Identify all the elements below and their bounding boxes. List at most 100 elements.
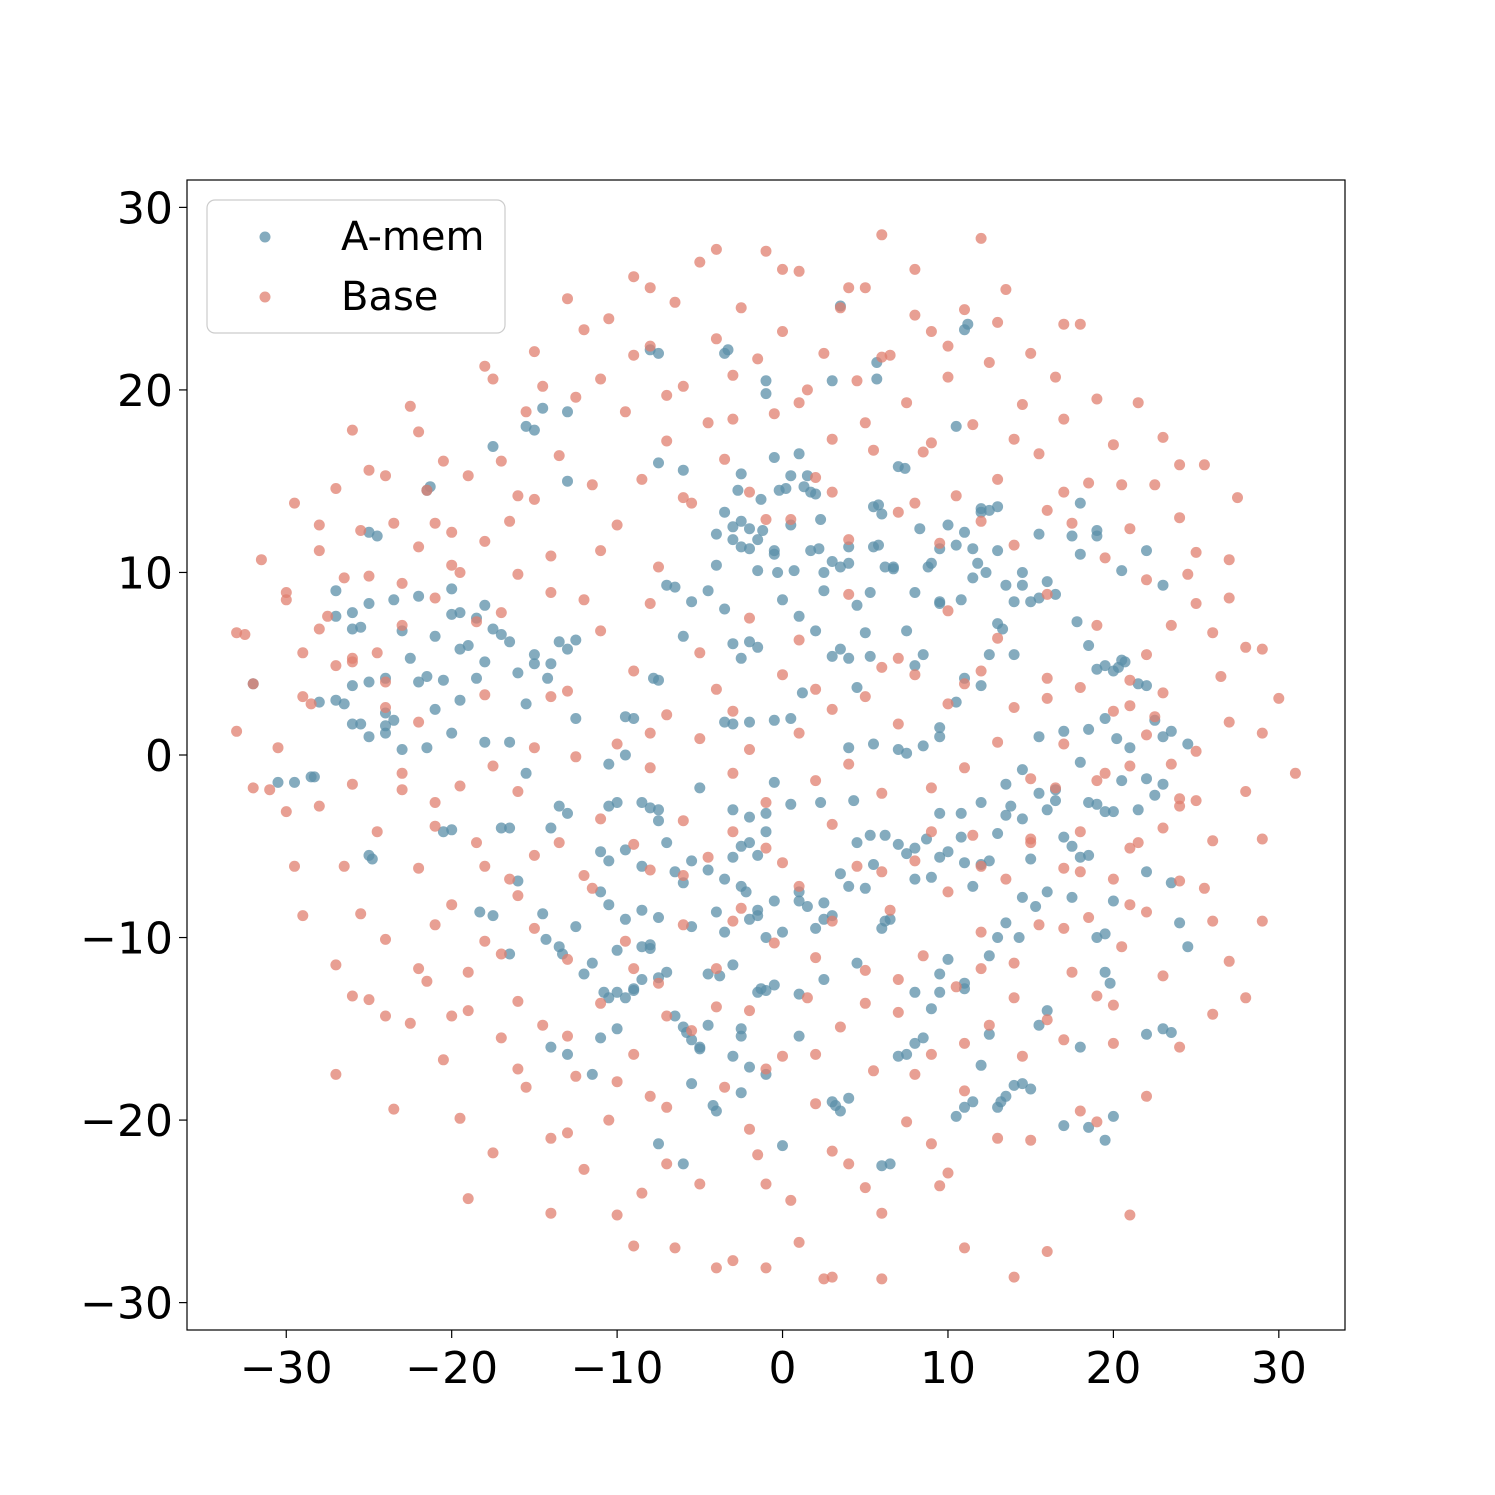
point-base-169 [851,860,863,872]
point-base-418 [760,514,772,525]
point-a-mem-78 [421,742,433,754]
point-a-mem-430 [843,557,855,569]
point-a-mem-437 [752,565,764,577]
point-base-114 [1190,546,1202,558]
point-a-mem-440 [755,493,767,505]
point-a-mem-435 [887,563,899,575]
point-base-87 [967,419,979,431]
legend: A-mem Base [206,199,506,334]
point-base-91 [1000,284,1012,295]
point-base-305 [1091,619,1103,631]
point-a-mem-65 [421,671,433,682]
point-base-264 [793,727,805,739]
point-a-mem-398 [980,567,992,578]
point-base-174 [810,1098,822,1110]
point-a-mem-253 [740,886,752,898]
point-a-mem-451 [899,462,911,474]
point-base-53 [686,497,698,509]
point-a-mem-158 [1008,1079,1020,1091]
point-a-mem-148 [917,1032,929,1044]
point-base-34 [528,493,540,505]
point-base-63 [768,408,780,420]
point-a-mem-94 [537,908,549,920]
point-base-284 [1124,674,1136,686]
point-base-55 [702,417,714,429]
point-a-mem-84 [520,767,532,779]
point-a-mem-357 [512,667,524,679]
point-base-122 [1273,692,1285,704]
point-base-131 [1165,758,1177,770]
point-base-22 [429,592,441,604]
point-a-mem-382 [975,506,987,518]
point-a-mem-170 [1165,1027,1177,1038]
point-a-mem-311 [636,941,648,953]
point-a-mem-456 [732,484,744,496]
point-base-138 [1107,873,1119,885]
point-base-340 [1207,915,1219,927]
point-a-mem-215 [950,696,962,708]
point-base-272 [925,782,937,794]
point-a-mem-462 [768,545,780,557]
point-a-mem-68 [454,694,466,706]
point-base-379 [661,1158,673,1170]
point-base-103 [1099,552,1111,564]
point-a-mem-371 [818,585,830,597]
point-a-mem-54 [562,643,573,655]
point-a-mem-153 [975,1059,987,1071]
point-base-225 [388,1103,400,1115]
point-a-mem-274 [967,880,979,892]
point-a-mem-104 [619,992,631,1004]
point-base-208 [528,922,540,934]
point-base-407 [644,727,656,739]
point-base-104 [1107,439,1119,451]
point-a-mem-359 [542,672,554,684]
point-base-339 [1174,875,1186,887]
point-a-mem-233 [636,797,648,808]
point-base-393 [1107,1037,1119,1049]
point-base-160 [925,1048,937,1060]
point-a-mem-356 [487,623,499,635]
point-a-mem-146 [901,1048,913,1060]
point-base-52 [677,380,689,392]
point-base-378 [562,1127,573,1139]
point-base-233 [313,800,325,812]
point-base-123 [1289,767,1301,779]
point-a-mem-236 [595,846,607,858]
point-base-213 [487,1147,499,1159]
point-a-mem-399 [1000,579,1012,591]
point-a-mem-342 [1111,733,1123,745]
point-a-mem-240 [653,815,664,827]
point-base-246 [454,780,466,792]
point-a-mem-193 [1182,738,1194,750]
point-a-mem-4 [388,594,400,606]
point-a-mem-463 [702,585,714,597]
point-base-49 [653,561,664,573]
point-a-mem-250 [752,849,764,861]
point-a-mem-309 [694,1043,706,1055]
point-base-228 [363,994,375,1006]
point-base-385 [1141,1090,1152,1102]
point-base-175 [801,992,813,1004]
point-a-mem-183 [1107,806,1119,818]
point-a-mem-404 [901,625,913,637]
point-a-mem-431 [851,599,863,611]
point-base-423 [661,389,673,401]
point-base-193 [653,977,664,989]
point-base-344 [545,1207,557,1219]
point-base-427 [925,437,937,449]
point-base-227 [371,826,383,838]
point-base-314 [710,1001,722,1013]
point-base-412 [1041,692,1053,704]
point-base-128 [1190,795,1202,807]
point-base-109 [1149,479,1161,491]
point-base-268 [859,691,871,703]
point-a-mem-182 [1099,806,1111,818]
point-base-47 [636,473,648,485]
point-base-182 [744,1005,755,1017]
point-base-265 [810,775,822,787]
point-base-333 [876,866,888,878]
point-a-mem-115 [702,1019,714,1031]
point-base-232 [330,959,342,971]
point-a-mem-109 [661,966,673,978]
point-base-279 [1041,672,1053,684]
